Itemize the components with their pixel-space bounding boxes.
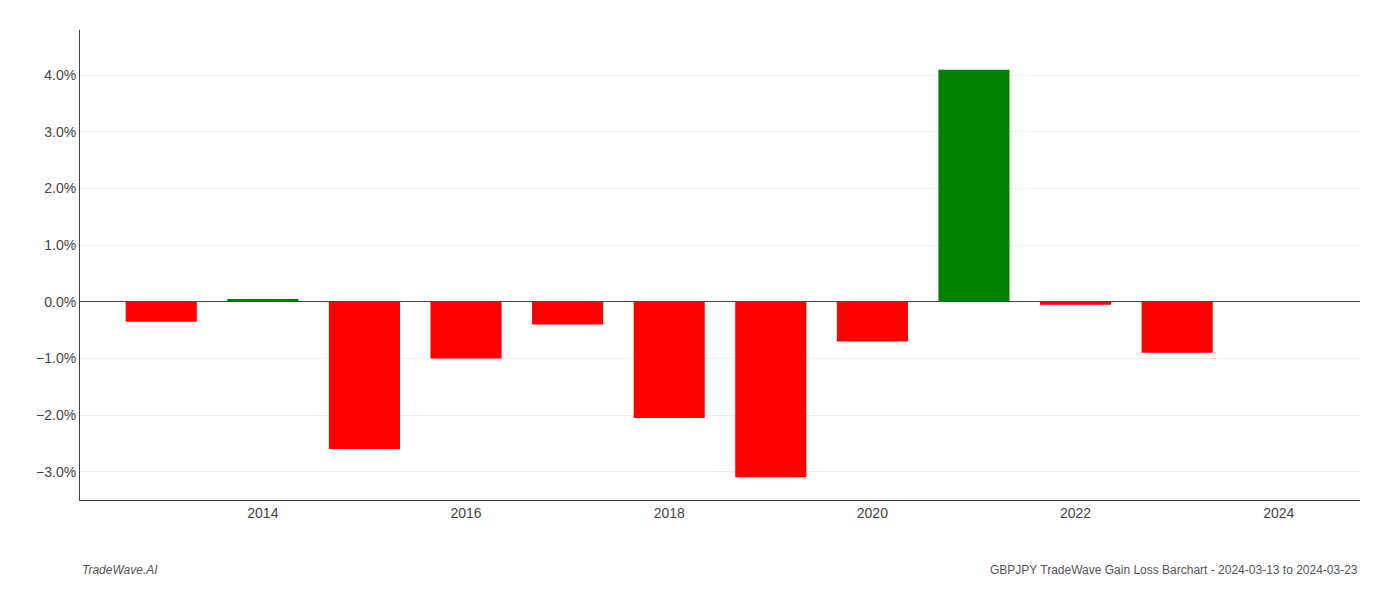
svg-text:−2.0%: −2.0% xyxy=(36,407,76,423)
svg-text:GBPJPY TradeWave Gain Loss Bar: GBPJPY TradeWave Gain Loss Barchart - 20… xyxy=(990,563,1358,577)
svg-text:2020: 2020 xyxy=(857,505,888,521)
svg-text:2022: 2022 xyxy=(1060,505,1091,521)
svg-text:2024: 2024 xyxy=(1263,505,1294,521)
svg-text:2.0%: 2.0% xyxy=(44,180,76,196)
svg-text:TradeWave.AI: TradeWave.AI xyxy=(82,563,158,577)
svg-text:0.0%: 0.0% xyxy=(44,294,76,310)
svg-text:3.0%: 3.0% xyxy=(44,124,76,140)
svg-text:2018: 2018 xyxy=(654,505,685,521)
svg-text:4.0%: 4.0% xyxy=(44,67,76,83)
svg-text:2016: 2016 xyxy=(450,505,481,521)
svg-text:−1.0%: −1.0% xyxy=(36,350,76,366)
svg-text:−3.0%: −3.0% xyxy=(36,464,76,480)
svg-text:1.0%: 1.0% xyxy=(44,237,76,253)
svg-text:2014: 2014 xyxy=(247,505,278,521)
